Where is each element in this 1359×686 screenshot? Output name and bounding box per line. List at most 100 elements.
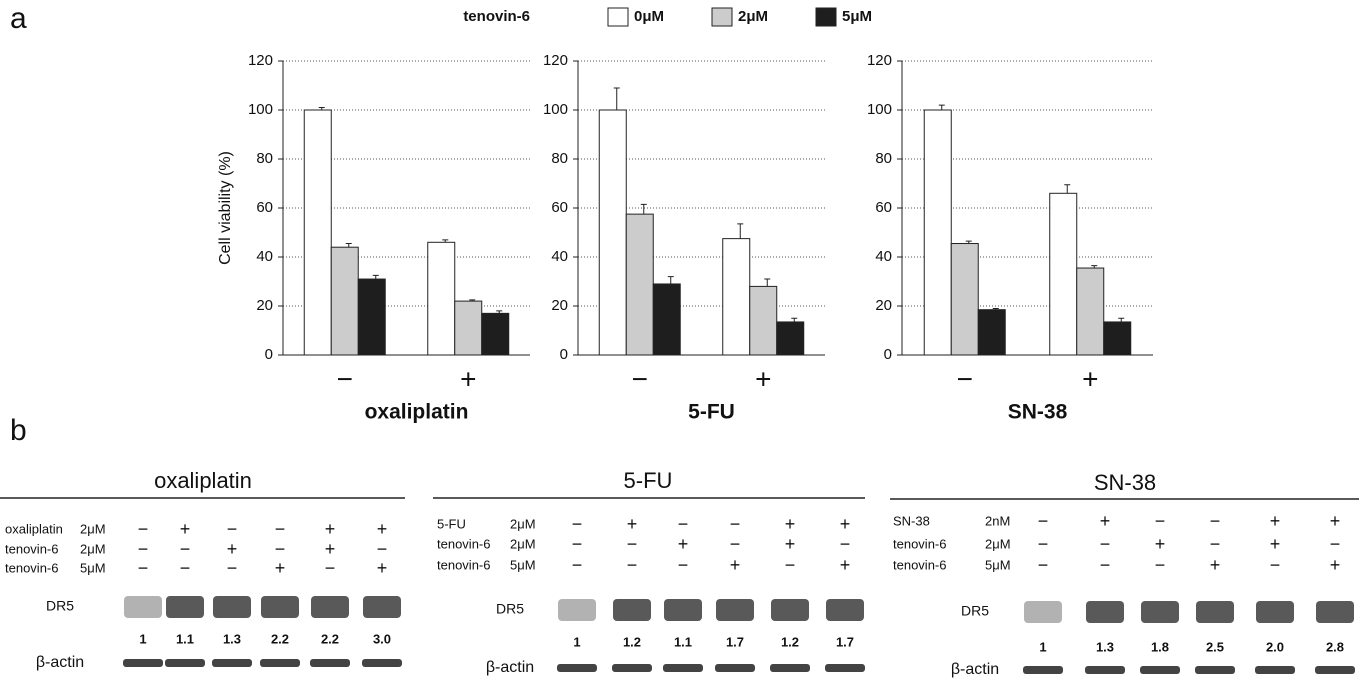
treatment-sign: + bbox=[1270, 511, 1281, 531]
treatment-sign: − bbox=[572, 534, 583, 554]
y-tick-label: 80 bbox=[256, 150, 273, 167]
blot-band bbox=[770, 664, 810, 672]
y-tick-label: 20 bbox=[256, 297, 273, 314]
treatment-sign: − bbox=[1210, 534, 1221, 554]
treatment-sign: − bbox=[1155, 555, 1166, 575]
treatment-name: tenovin-6 bbox=[437, 536, 490, 551]
blot-band bbox=[825, 664, 865, 672]
band-quant: 3.0 bbox=[373, 631, 391, 646]
treatment-sign: + bbox=[678, 534, 689, 554]
band-quant: 1.2 bbox=[623, 634, 641, 649]
treatment-name: SN-38 bbox=[893, 513, 930, 528]
treatment-sign: − bbox=[785, 555, 796, 575]
loading-label: β-actin bbox=[951, 661, 999, 678]
x-tick-label: + bbox=[1082, 363, 1098, 394]
treatment-dose: 2μM bbox=[80, 541, 106, 556]
band-quant: 1.1 bbox=[674, 634, 692, 649]
blot-band bbox=[1315, 666, 1355, 674]
legend-swatch bbox=[816, 8, 836, 26]
treatment-sign: − bbox=[138, 539, 149, 559]
treatment-dose: 5μM bbox=[80, 560, 106, 575]
blot-band bbox=[261, 596, 299, 618]
error-bar bbox=[641, 204, 647, 214]
treatment-sign: + bbox=[730, 555, 741, 575]
treatment-sign: − bbox=[840, 534, 851, 554]
blot-band bbox=[310, 659, 350, 667]
blot-band bbox=[363, 596, 401, 618]
treatment-sign: − bbox=[1210, 511, 1221, 531]
blot-title: oxaliplatin bbox=[154, 468, 252, 493]
treatment-sign: − bbox=[138, 558, 149, 578]
blot-band bbox=[1316, 601, 1354, 623]
bar bbox=[1104, 322, 1131, 355]
treatment-sign: − bbox=[275, 519, 286, 539]
treatment-sign: + bbox=[325, 519, 336, 539]
treatment-sign: − bbox=[730, 514, 741, 534]
bar bbox=[428, 242, 455, 355]
y-tick-label: 60 bbox=[875, 199, 892, 216]
blot-band bbox=[260, 659, 300, 667]
band-quant: 2.0 bbox=[1266, 639, 1284, 654]
blot-title: 5-FU bbox=[624, 468, 673, 493]
treatment-sign: + bbox=[1270, 534, 1281, 554]
treatment-sign: + bbox=[785, 534, 796, 554]
bar bbox=[924, 110, 951, 355]
y-axis-label: Cell viability (%) bbox=[217, 151, 234, 265]
blot-band bbox=[213, 596, 251, 618]
blot-band bbox=[1086, 601, 1124, 623]
band-quant: 1.7 bbox=[836, 634, 854, 649]
y-tick-label: 0 bbox=[560, 346, 568, 363]
blot-band bbox=[663, 664, 703, 672]
blot-band bbox=[1256, 601, 1294, 623]
error-bar bbox=[668, 277, 674, 284]
treatment-sign: + bbox=[1100, 511, 1111, 531]
band-quant: 1.7 bbox=[726, 634, 744, 649]
error-bar bbox=[791, 318, 797, 322]
blot-band bbox=[771, 599, 809, 621]
band-quant: 1.1 bbox=[176, 631, 194, 646]
band-quant: 2.2 bbox=[271, 631, 289, 646]
x-tick-label: − bbox=[957, 363, 973, 394]
error-bar bbox=[346, 244, 352, 248]
band-quant: 1 bbox=[573, 634, 580, 649]
band-quant: 2.8 bbox=[1326, 639, 1344, 654]
blot-band bbox=[557, 664, 597, 672]
page: a b tenovin-6 0μM2μM5μM020406080100120Ce… bbox=[0, 0, 1359, 686]
y-tick-label: 40 bbox=[551, 248, 568, 265]
bar bbox=[626, 214, 653, 355]
legend-swatch bbox=[608, 8, 628, 26]
treatment-name: tenovin-6 bbox=[893, 557, 946, 572]
treatment-dose: 2μM bbox=[510, 536, 536, 551]
blot-band bbox=[212, 659, 252, 667]
y-tick-label: 60 bbox=[551, 199, 568, 216]
x-tick-label: + bbox=[755, 363, 771, 394]
treatment-sign: − bbox=[138, 519, 149, 539]
treatment-name: 5-FU bbox=[437, 516, 466, 531]
error-bar bbox=[764, 279, 770, 286]
treatment-sign: − bbox=[180, 539, 191, 559]
treatment-sign: + bbox=[785, 514, 796, 534]
chart-title: oxaliplatin bbox=[365, 401, 469, 424]
error-bar bbox=[614, 88, 620, 110]
blot-band bbox=[716, 599, 754, 621]
treatment-sign: − bbox=[227, 558, 238, 578]
blot-band bbox=[1140, 666, 1180, 674]
treatment-dose: 2nM bbox=[985, 513, 1010, 528]
blot-band bbox=[124, 596, 162, 618]
bar bbox=[304, 110, 331, 355]
panel-label: a bbox=[10, 2, 27, 35]
blot-band bbox=[1085, 666, 1125, 674]
blot-band bbox=[1024, 601, 1062, 623]
treatment-sign: − bbox=[678, 514, 689, 534]
y-tick-label: 0 bbox=[265, 346, 273, 363]
treatment-sign: + bbox=[627, 514, 638, 534]
target-label: DR5 bbox=[496, 601, 524, 617]
bar bbox=[750, 286, 777, 355]
bar bbox=[951, 244, 978, 355]
band-quant: 1.3 bbox=[1096, 639, 1114, 654]
treatment-dose: 2μM bbox=[510, 516, 536, 531]
bar bbox=[482, 313, 509, 355]
treatment-dose: 5μM bbox=[985, 557, 1011, 572]
blot-band bbox=[1141, 601, 1179, 623]
blot-band bbox=[123, 659, 163, 667]
